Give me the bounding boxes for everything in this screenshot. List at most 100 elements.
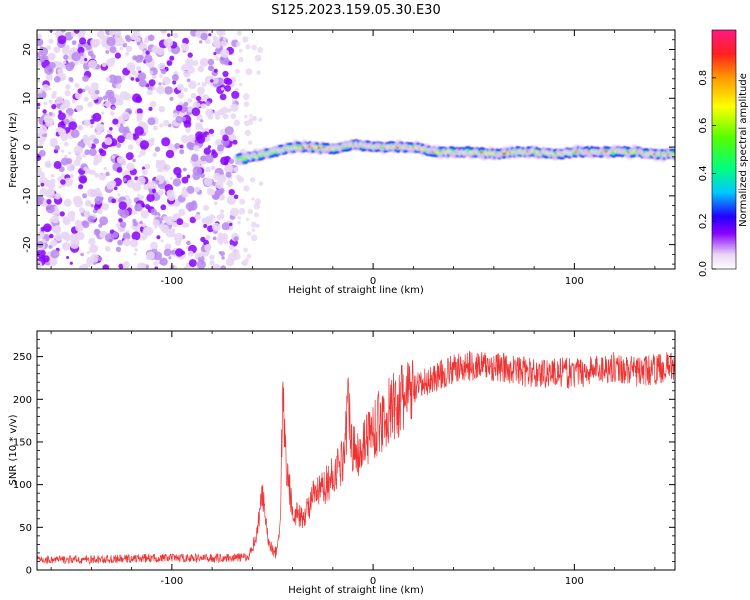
heatmap-cell (187, 98, 193, 103)
heatmap-cell (183, 265, 190, 269)
heatmap-cell (67, 210, 76, 219)
heatmap-cell (233, 194, 239, 200)
heatmap-cell (154, 266, 159, 269)
spectrogram-plot-frame (36, 29, 676, 270)
heatmap-cell (111, 155, 115, 159)
heatmap-cell (136, 108, 143, 115)
heatmap-cell (243, 247, 248, 253)
colorbar-tick-label: 0.4 (698, 165, 709, 181)
heatmap-cell (159, 74, 163, 78)
heatmap-cell (502, 152, 505, 155)
heatmap-cell (438, 149, 442, 154)
heatmap-cell (99, 149, 107, 157)
heatmap-cell (167, 166, 171, 170)
heatmap-cell (199, 40, 203, 44)
heatmap-cell (83, 166, 88, 171)
colorbar-tick-label: 0.6 (698, 118, 709, 134)
heatmap-cell (61, 46, 70, 55)
heatmap-cell (161, 137, 171, 147)
heatmap-cell (83, 119, 91, 127)
heatmap-cell (150, 208, 157, 215)
heatmap-cell (244, 257, 249, 263)
heatmap-cell (58, 61, 62, 65)
heatmap-cell (222, 134, 229, 142)
heatmap-cell (118, 218, 123, 223)
heatmap-cell (191, 154, 199, 162)
heatmap-cell (216, 30, 226, 36)
heatmap-cell (250, 234, 258, 242)
heatmap-cell (186, 141, 194, 150)
heatmap-cell (245, 156, 248, 161)
y-tick-label: 150 (13, 437, 32, 448)
heatmap-cell (74, 82, 80, 88)
heatmap-cell (159, 123, 164, 128)
heatmap-cell (226, 180, 234, 187)
heatmap-cell (480, 151, 483, 154)
heatmap-cell (63, 54, 69, 60)
heatmap-cell (79, 52, 84, 57)
heatmap-cell (87, 142, 93, 148)
heatmap-cell (175, 104, 183, 112)
heatmap-cell (249, 114, 253, 118)
heatmap-cell (251, 197, 255, 201)
heatmap-cell (150, 241, 158, 250)
heatmap-cell (243, 101, 250, 107)
heatmap-cell (187, 52, 193, 58)
heatmap-cell (145, 50, 150, 55)
heatmap-cell (183, 120, 192, 129)
heatmap-cell (220, 156, 229, 166)
heatmap-cell (118, 263, 124, 269)
snr-y-axis-label: SNR (10 * v/v) (8, 414, 19, 485)
heatmap-cell (205, 166, 211, 173)
heatmap-cell (242, 93, 250, 100)
heatmap-cell (221, 255, 225, 260)
heatmap-cell (51, 104, 57, 110)
heatmap-cell (94, 89, 100, 95)
heatmap-cell (43, 114, 52, 124)
heatmap-cell (172, 178, 182, 187)
heatmap-cell (71, 40, 77, 46)
heatmap-cell (37, 143, 43, 149)
heatmap-cell (235, 88, 239, 92)
heatmap-cell (125, 152, 134, 161)
heatmap-cell (258, 153, 261, 158)
heatmap-cell (625, 150, 629, 154)
colorbar-tick-label: 0.2 (698, 213, 709, 229)
heatmap-cell (68, 151, 72, 155)
heatmap-cell (99, 216, 109, 226)
heatmap-cell (143, 184, 149, 190)
heatmap-cell (64, 90, 71, 97)
heatmap-cell (39, 149, 46, 157)
heatmap-cell (94, 172, 100, 178)
heatmap-cell (212, 77, 219, 84)
heatmap-cell (77, 124, 84, 131)
heatmap-cell (167, 143, 175, 150)
heatmap-cell (147, 34, 155, 42)
heatmap-cell (179, 149, 185, 155)
heatmap-cell (230, 113, 237, 120)
heatmap-cell (58, 128, 67, 137)
heatmap-cell (238, 156, 241, 161)
heatmap-cell (162, 216, 169, 222)
heatmap-cell (136, 41, 141, 46)
page-title: S125.2023.159.05.30.E30 (271, 3, 440, 18)
heatmap-cell (43, 101, 48, 106)
heatmap-cell (124, 34, 131, 41)
heatmap-cell (78, 184, 84, 190)
heatmap-cell (134, 176, 139, 181)
heatmap-cell (57, 35, 67, 45)
heatmap-cell (77, 46, 85, 54)
heatmap-cell (42, 109, 47, 114)
heatmap-cell (220, 40, 227, 47)
heatmap-cell (199, 57, 209, 67)
heatmap-cell (59, 211, 65, 217)
heatmap-cell (148, 79, 156, 87)
heatmap-cell (37, 132, 41, 136)
x-tick-label: 0 (370, 276, 376, 287)
heatmap-cell (111, 106, 116, 110)
heatmap-cell (94, 190, 103, 199)
heatmap-cell (195, 102, 201, 108)
heatmap-cell (612, 150, 615, 155)
